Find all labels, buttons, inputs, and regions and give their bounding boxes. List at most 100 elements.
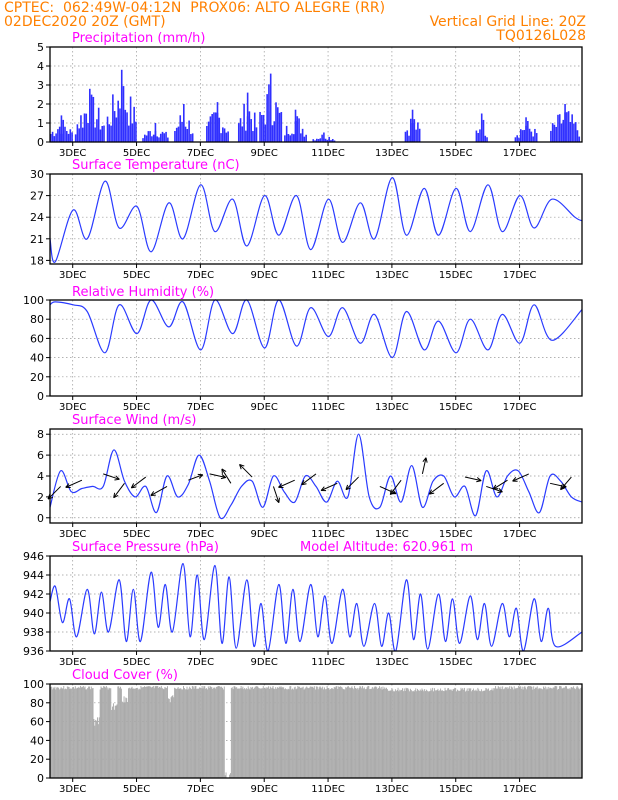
cloud-bar [244,688,246,778]
cloud-bar [441,690,443,778]
x-tick-label: 13DEC [375,402,409,413]
x-tick-label: 17DEC [503,657,537,668]
cloud-bar [483,690,485,778]
cloud-bar [229,773,231,778]
wind-vector-head [345,487,351,491]
cloud-bar [74,686,76,778]
cloud-bar [64,689,66,778]
cloud-bar [431,690,433,778]
precip-bar [223,128,226,142]
cloud-bar [93,719,95,778]
precip-bar [161,131,164,142]
precip-bar [574,122,577,142]
cloud-bar [76,687,78,778]
cloud-bar [473,690,475,778]
wind-vector [512,473,530,482]
y-tick-label: 8 [37,428,44,441]
panel-1: 0 1 2 3 4 5 3DEC 5DEC 7DEC 9DEC 11DEC 13DEC 15DEC 17D… [37,31,583,159]
wind-vector-head [131,486,137,489]
cloud-bar [292,689,294,778]
cloud-bar [101,687,103,778]
x-tick-label: 5DEC [123,402,150,413]
cloud-bar [398,691,400,778]
cloud-bar [250,686,252,778]
cloud-bar [536,686,538,778]
cloud-bar [499,688,501,778]
cloud-bar [402,691,404,778]
cloud-bar [544,686,546,778]
precip-bar [560,123,563,142]
panel-3: 0 20 40 60 80 100 3DEC 5DEC 7DEC 9DEC 11DEC 13DEC 15… [23,285,583,413]
cloud-bar [201,685,203,778]
cloud-bar [332,689,334,778]
cloud-bar [390,690,392,778]
cloud-bar [294,686,296,778]
precip-bar [159,133,162,142]
cloud-bar [528,686,530,778]
cloud-bar [538,687,540,778]
precip-bar [145,135,148,142]
cloud-bar [143,686,145,778]
panel-4: 0 2 4 6 8 3DEC 5DEC 7DEC 9DEC 11DEC 13DEC 15DEC 17DE… [37,413,583,540]
precip-bar [248,111,251,142]
precip-bar [152,134,155,142]
cloud-bar [490,689,492,778]
cloud-bar [314,686,316,778]
panel-frame [49,299,583,397]
cloud-bar [230,688,232,778]
cloud-bar [259,688,261,778]
cloud-bar [207,686,209,778]
cloud-bar [277,687,279,778]
cloud-bar [554,685,556,778]
cloud-bar [500,686,502,778]
cloud-bar [142,687,144,778]
panel-5: 936 938 940 942 944 946 3DEC 5DEC 7DEC 9DEC 11DEC 1… [23,540,583,668]
cloud-bar [320,687,322,778]
cloud-bar [520,688,522,778]
precip-bar [266,94,268,142]
cloud-bar [144,686,146,778]
precip-bar [206,126,208,142]
precip-bar [106,116,109,142]
cloud-bar [366,687,368,778]
x-tick-label: 9DEC [251,784,278,795]
cloud-bar [136,688,137,778]
cloud-bar [81,687,82,778]
precip-bar [415,129,417,142]
cloud-bar [248,688,250,778]
precip-bar [567,111,570,142]
wind-vector [131,476,147,489]
y-tick-label: 940 [23,607,44,620]
precip-bar [163,133,166,142]
precip-bar [179,115,182,142]
cloud-bar [540,688,542,778]
cloud-bar [534,688,536,778]
precip-bar [571,114,573,142]
cloud-bar [575,687,577,778]
cloud-bar [448,688,450,778]
cloud-bar [428,691,430,778]
cloud-bar [141,687,143,778]
cloud-bar [251,687,253,778]
cloud-bar [384,687,386,778]
precip-bar [92,96,95,142]
precip-bar [569,121,572,142]
cloud-bar [253,687,255,778]
cloud-bar [152,686,154,778]
precip-bar [216,102,219,142]
cloud-bar [580,687,582,778]
cloud-bar [99,689,101,778]
cloud-bar [394,689,396,778]
cloud-bar [516,688,518,778]
precip-bar [131,123,134,142]
cloud-bar [102,687,104,778]
cloud-bar [100,686,102,778]
cloud-bar [389,690,391,778]
cloud-bar [425,689,427,778]
cloud-bar [566,686,567,778]
panel-2: 18 21 24 27 30 3DEC 5DEC 7DEC 9DEC 11DEC 13DEC 15DE… [30,158,583,281]
cloud-bar [342,689,344,778]
cloud-bar [529,686,531,778]
cloud-bar [334,687,336,778]
cloud-bar [480,689,482,778]
